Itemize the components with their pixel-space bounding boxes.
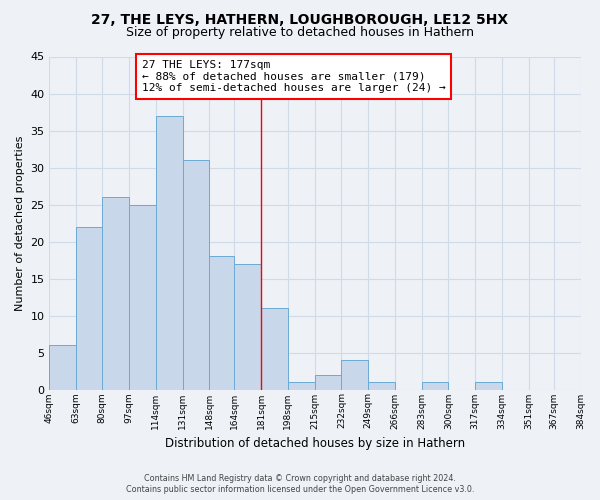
Bar <box>368 382 395 390</box>
Bar <box>422 382 448 390</box>
Text: 27, THE LEYS, HATHERN, LOUGHBOROUGH, LE12 5HX: 27, THE LEYS, HATHERN, LOUGHBOROUGH, LE1… <box>91 12 509 26</box>
Text: 27 THE LEYS: 177sqm
← 88% of detached houses are smaller (179)
12% of semi-detac: 27 THE LEYS: 177sqm ← 88% of detached ho… <box>142 60 446 93</box>
Bar <box>235 264 261 390</box>
Bar <box>182 160 209 390</box>
Text: Contains HM Land Registry data © Crown copyright and database right 2024.
Contai: Contains HM Land Registry data © Crown c… <box>126 474 474 494</box>
Bar <box>314 374 341 390</box>
Bar <box>475 382 502 390</box>
Bar <box>76 226 103 390</box>
Bar <box>49 345 76 390</box>
Bar <box>209 256 235 390</box>
Bar <box>341 360 368 390</box>
Bar <box>288 382 314 390</box>
Text: Size of property relative to detached houses in Hathern: Size of property relative to detached ho… <box>126 26 474 39</box>
Y-axis label: Number of detached properties: Number of detached properties <box>15 136 25 310</box>
Bar <box>261 308 288 390</box>
X-axis label: Distribution of detached houses by size in Hathern: Distribution of detached houses by size … <box>164 437 465 450</box>
Bar <box>103 197 129 390</box>
Bar <box>156 116 182 390</box>
Bar <box>129 204 156 390</box>
